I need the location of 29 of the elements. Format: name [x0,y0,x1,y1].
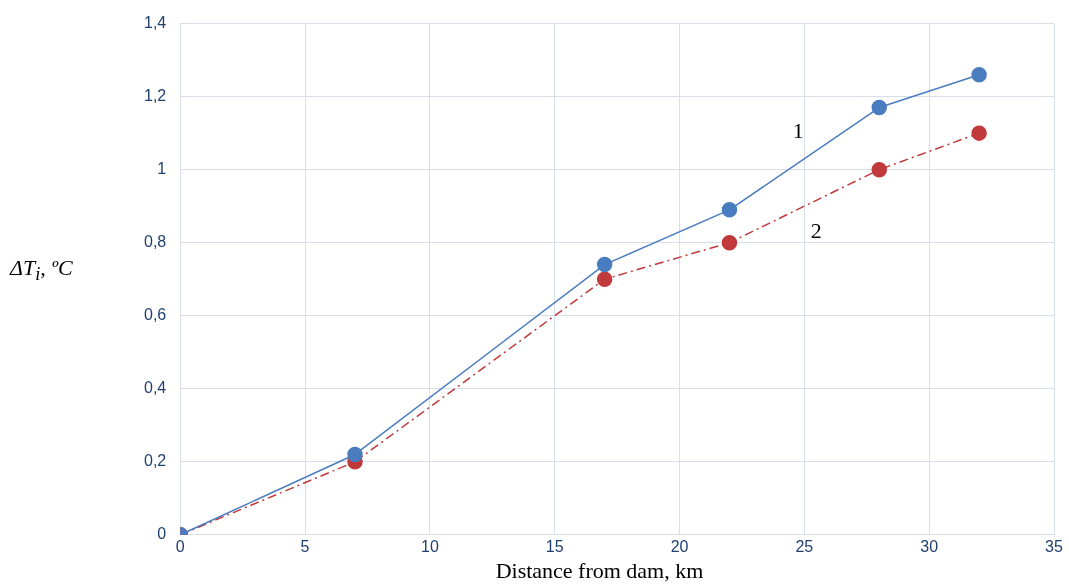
y-axis-title: ΔT$_{i}$, ºC [10,255,73,286]
point [971,125,987,141]
x-tick-label: 5 [300,537,310,555]
x-tick-label: 20 [670,537,689,555]
point [871,99,887,116]
y-tick-label: 1 [157,160,167,178]
y-tick-label: 0,4 [143,379,167,397]
y-tick-label: 0,8 [143,233,167,251]
point [971,66,987,83]
point [347,446,363,463]
point [721,234,738,251]
x-tick-label: 25 [795,537,814,555]
x-axis-title: Distance from dam, km [494,558,705,584]
point [596,256,613,273]
series-label: 1 [792,118,804,144]
point [721,202,738,218]
x-tick-label: 15 [545,537,564,555]
y-tick-label: 0 [157,525,167,543]
point [596,271,613,287]
x-tick-label: 10 [420,537,439,555]
point [871,161,887,178]
x-tick-label: 35 [1045,537,1063,555]
y-tick-label: 1,2 [143,87,167,105]
x-tick-label: 0 [175,537,185,555]
y-tick-label: 1,4 [143,14,167,32]
y-tick-label: 0,6 [143,306,167,324]
series-label: 2 [810,217,822,243]
x-tick-label: 30 [920,537,939,555]
y-tick-label: 0,2 [143,452,167,470]
